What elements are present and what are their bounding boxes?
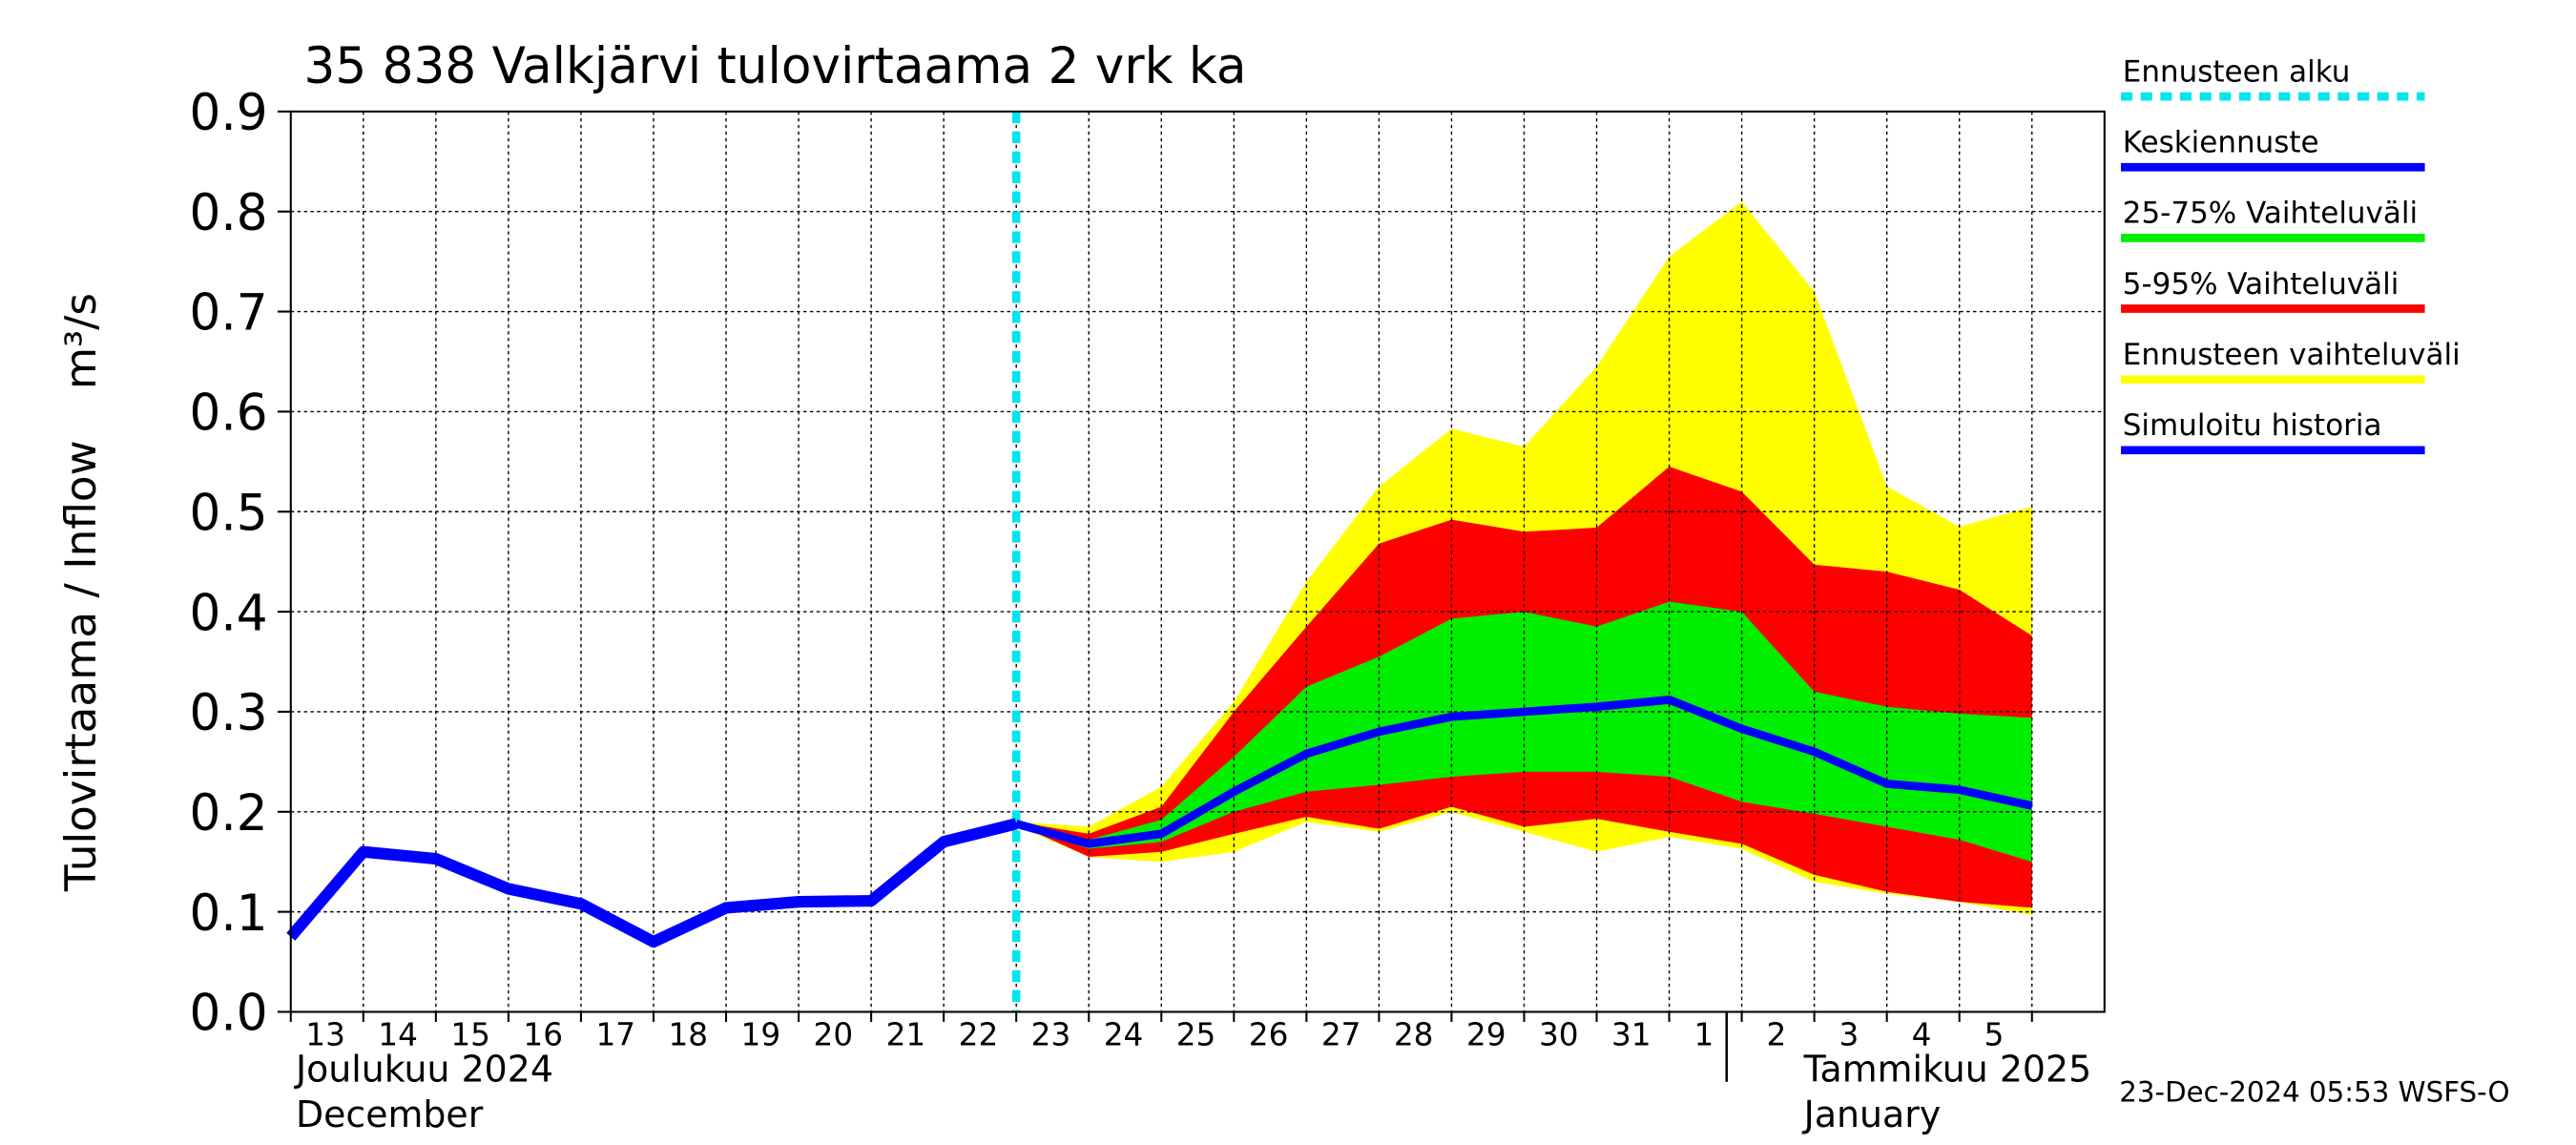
x-tick-label: 21	[886, 1015, 926, 1052]
y-tick-label: 0.5	[190, 485, 268, 542]
x-tick-label: 20	[814, 1015, 854, 1052]
x-tick-label: 1	[1693, 1015, 1714, 1052]
x-tick-label: 4	[1912, 1015, 1932, 1052]
month-label-en: December	[296, 1093, 484, 1135]
y-tick-label: 0.2	[190, 785, 268, 843]
timestamp: 23-Dec-2024 05:53 WSFS-O	[2119, 1075, 2509, 1108]
x-tick-label: 27	[1321, 1015, 1361, 1052]
x-tick-label: 24	[1104, 1015, 1144, 1052]
y-tick-label: 0.7	[190, 284, 268, 342]
x-tick-label: 5	[1984, 1015, 2005, 1052]
x-tick-label: 30	[1539, 1015, 1579, 1052]
chart-title: 35 838 Valkjärvi tulovirtaama 2 vrk ka	[304, 38, 1247, 95]
x-tick-label: 13	[305, 1015, 345, 1052]
y-tick-label: 0.8	[190, 185, 268, 242]
legend-label: Ennusteen alku	[2123, 54, 2351, 89]
x-tick-label: 22	[959, 1015, 999, 1052]
x-tick-label: 25	[1176, 1015, 1216, 1052]
x-tick-label: 31	[1611, 1015, 1652, 1052]
series-line	[286, 818, 1018, 948]
x-tick-label: 29	[1466, 1015, 1506, 1052]
y-tick-label: 0.4	[190, 585, 268, 642]
x-tick-label: 19	[741, 1015, 781, 1052]
legend-label: 5-95% Vaihteluväli	[2123, 267, 2399, 302]
plot-frame	[289, 110, 2106, 1013]
month-label: Tammikuu 2025	[1803, 1048, 2092, 1090]
x-tick-label: 28	[1394, 1015, 1434, 1052]
x-tick-label: 15	[450, 1015, 490, 1052]
x-tick-label: 3	[1839, 1015, 1859, 1052]
series-line	[1015, 695, 2033, 848]
plot-area	[290, 111, 2105, 1013]
y-tick-label: 0.3	[190, 685, 268, 742]
y-tick-label: 0.0	[190, 985, 268, 1042]
x-tick-label: 2	[1766, 1015, 1786, 1052]
x-tick-label: 16	[523, 1015, 563, 1052]
legend-label: Ennusteen vaihteluväli	[2123, 338, 2461, 372]
legend-label: Simuloitu historia	[2123, 408, 2382, 443]
legend-label: 25-75% Vaihteluväli	[2123, 197, 2418, 231]
y-tick-label: 0.9	[190, 85, 268, 142]
legend-label: Keskiennuste	[2123, 125, 2319, 159]
y-axis-label: Tulovirtaama / Inflow	[55, 440, 106, 892]
y-tick-label: 0.1	[190, 885, 268, 943]
month-label: Joulukuu 2024	[294, 1048, 553, 1090]
month-label-en: January	[1802, 1093, 1942, 1135]
y-axis-unit: m³/s	[55, 293, 106, 389]
y-tick-label: 0.6	[190, 385, 268, 442]
x-tick-label: 26	[1249, 1015, 1289, 1052]
x-tick-label: 18	[668, 1015, 708, 1052]
x-tick-label: 14	[378, 1015, 418, 1052]
x-tick-label: 17	[595, 1015, 635, 1052]
x-tick-label: 23	[1031, 1015, 1071, 1052]
